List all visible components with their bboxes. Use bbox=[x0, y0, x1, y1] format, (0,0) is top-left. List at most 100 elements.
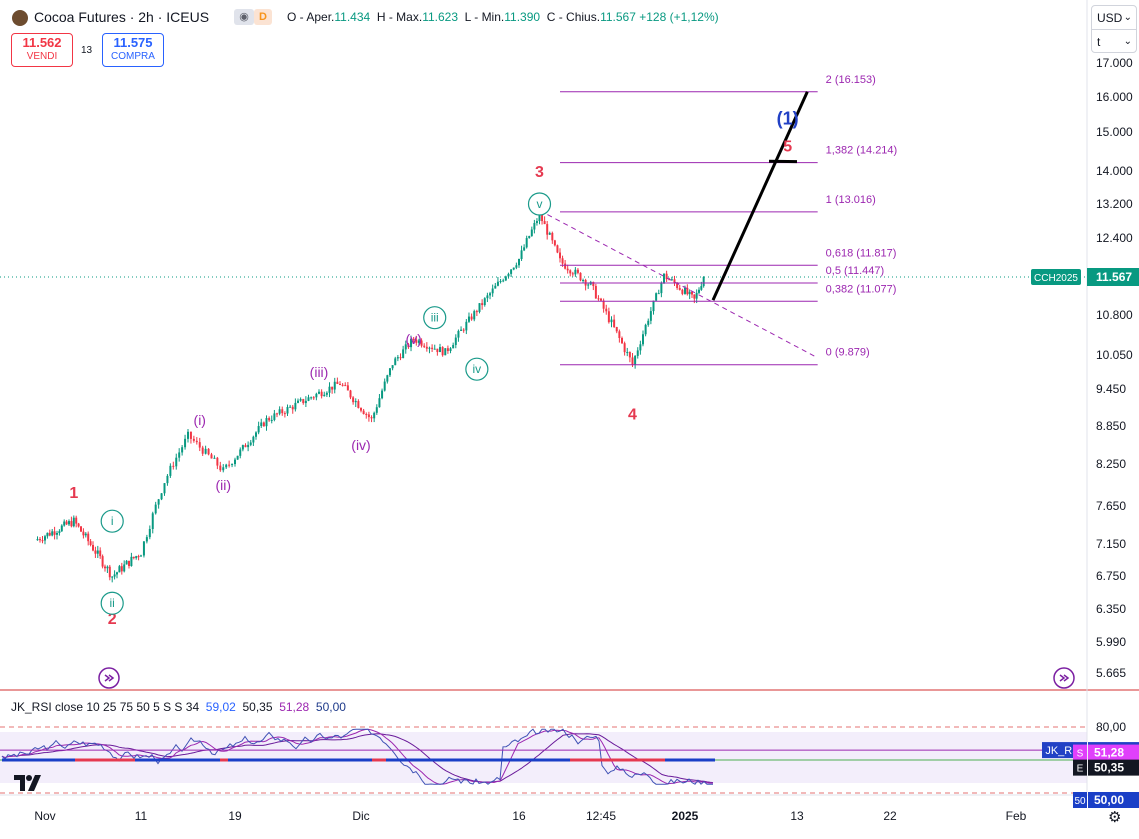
y-tick-label: 5.665 bbox=[1096, 666, 1126, 680]
wave-label: iii bbox=[431, 311, 439, 325]
candle-body bbox=[535, 221, 538, 224]
x-tick-label: 11 bbox=[135, 809, 148, 823]
candle-body bbox=[65, 521, 68, 525]
buy-button[interactable]: 11.575 COMPRA bbox=[102, 33, 164, 67]
candle-body bbox=[423, 345, 426, 347]
candle-body bbox=[241, 445, 244, 450]
candle-body bbox=[655, 293, 658, 301]
wave-label-circle bbox=[423, 306, 447, 330]
candle-body bbox=[60, 525, 63, 532]
candle-body bbox=[63, 521, 66, 526]
candle-body bbox=[574, 269, 577, 275]
rsi-legend[interactable]: JK_RSI close 10 25 75 50 5 S S 34 59,02 … bbox=[11, 700, 346, 714]
candle-body bbox=[225, 464, 228, 468]
sell-price: 11.562 bbox=[22, 35, 62, 50]
candle-body bbox=[525, 238, 528, 248]
rsi-tag-value: 51,28 bbox=[1094, 746, 1124, 760]
wave-label: (v) bbox=[406, 331, 422, 347]
wave-label-circle bbox=[100, 591, 124, 615]
candle-body bbox=[688, 291, 691, 295]
open-label: O - Aper. bbox=[287, 10, 335, 24]
currency-unit[interactable]: USD bbox=[1097, 11, 1123, 25]
candle-body bbox=[125, 560, 128, 565]
last-price-tag-bg bbox=[1087, 268, 1139, 286]
jump-arrow-icon bbox=[104, 674, 115, 682]
candle-body bbox=[507, 273, 510, 277]
candle-body bbox=[325, 392, 328, 395]
candle-body bbox=[89, 541, 92, 545]
y-tick-label: 16.000 bbox=[1096, 90, 1133, 104]
wave-label-circle bbox=[100, 509, 124, 533]
candle-body bbox=[510, 269, 513, 274]
delayed-badge[interactable]: D bbox=[254, 9, 272, 25]
high-label: H - Max. bbox=[376, 10, 423, 24]
candle-body bbox=[402, 349, 405, 359]
candle-body bbox=[541, 212, 544, 222]
low-value: 11.390 bbox=[504, 10, 541, 24]
chart-title[interactable]: Cocoa Futures · 2h · ICEUS bbox=[34, 9, 210, 25]
chevron-down-icon: ⌄ bbox=[1123, 12, 1132, 23]
candle-body bbox=[626, 352, 629, 354]
candle-body bbox=[644, 324, 647, 335]
candle-body bbox=[219, 465, 222, 471]
rsi-signal-line bbox=[1, 728, 713, 785]
candle-body bbox=[399, 357, 402, 359]
candle-body bbox=[228, 464, 231, 466]
candle-body bbox=[53, 531, 56, 535]
candle-body bbox=[504, 276, 507, 281]
candle-body bbox=[642, 334, 644, 345]
candle-body bbox=[328, 386, 331, 393]
sell-button[interactable]: 11.562 VENDI bbox=[11, 33, 73, 67]
wave-label: (iii) bbox=[310, 364, 329, 380]
candle-body bbox=[297, 400, 299, 403]
candle-body bbox=[195, 440, 198, 443]
eye-icon[interactable]: ◉ bbox=[234, 9, 254, 25]
candle-body bbox=[481, 303, 484, 306]
candle-body bbox=[433, 348, 436, 350]
candle-body bbox=[523, 247, 526, 251]
candle-body bbox=[657, 293, 660, 295]
chart-header: Cocoa Futures · 2h · ICEUS ◉ D O - Aper.… bbox=[0, 0, 1139, 32]
rsi-band-background bbox=[0, 732, 1087, 783]
candle-body bbox=[582, 279, 585, 281]
candle-body bbox=[394, 358, 397, 366]
wave-label: iv bbox=[473, 362, 482, 376]
rsi-tag-name-bg bbox=[1073, 744, 1087, 761]
rsi-tag-name: 50 bbox=[1074, 796, 1086, 807]
candle-body bbox=[72, 517, 75, 527]
candle-body bbox=[77, 523, 80, 527]
candle-body bbox=[483, 298, 486, 306]
candle-body bbox=[135, 556, 138, 559]
x-tick-label: 22 bbox=[883, 809, 897, 823]
candle-body bbox=[528, 236, 531, 239]
candle-body bbox=[571, 273, 574, 275]
candle-body bbox=[444, 348, 447, 356]
candle-body bbox=[446, 348, 449, 351]
gear-icon[interactable]: ⚙ bbox=[1108, 809, 1122, 826]
candle-body bbox=[553, 240, 556, 246]
candle-body bbox=[213, 457, 216, 459]
candle-body bbox=[607, 311, 610, 323]
candle-body bbox=[273, 413, 276, 420]
candle-body bbox=[460, 329, 463, 331]
scale-unit[interactable]: t bbox=[1097, 35, 1101, 49]
symbol-tag: CCH2025 bbox=[1034, 273, 1078, 284]
candle-body bbox=[354, 401, 357, 403]
candle-body bbox=[169, 465, 172, 476]
candle-body bbox=[404, 344, 407, 350]
candle-body bbox=[192, 438, 195, 441]
candle-body bbox=[36, 539, 39, 541]
candle-body bbox=[594, 285, 597, 299]
currency-scale-selector[interactable]: USD ⌄ t ⌄ bbox=[1091, 5, 1137, 53]
candle-body bbox=[546, 224, 549, 235]
candle-body bbox=[154, 504, 157, 514]
symbol-tag-bg bbox=[1031, 269, 1081, 285]
wave-label: (1) bbox=[777, 108, 799, 128]
wave-label: i bbox=[111, 514, 114, 528]
candle-body bbox=[39, 539, 41, 541]
rsi-tag-value: 50,00 bbox=[1094, 793, 1124, 807]
candle-body bbox=[407, 344, 410, 348]
candle-body bbox=[249, 442, 252, 445]
candle-body bbox=[92, 544, 94, 551]
